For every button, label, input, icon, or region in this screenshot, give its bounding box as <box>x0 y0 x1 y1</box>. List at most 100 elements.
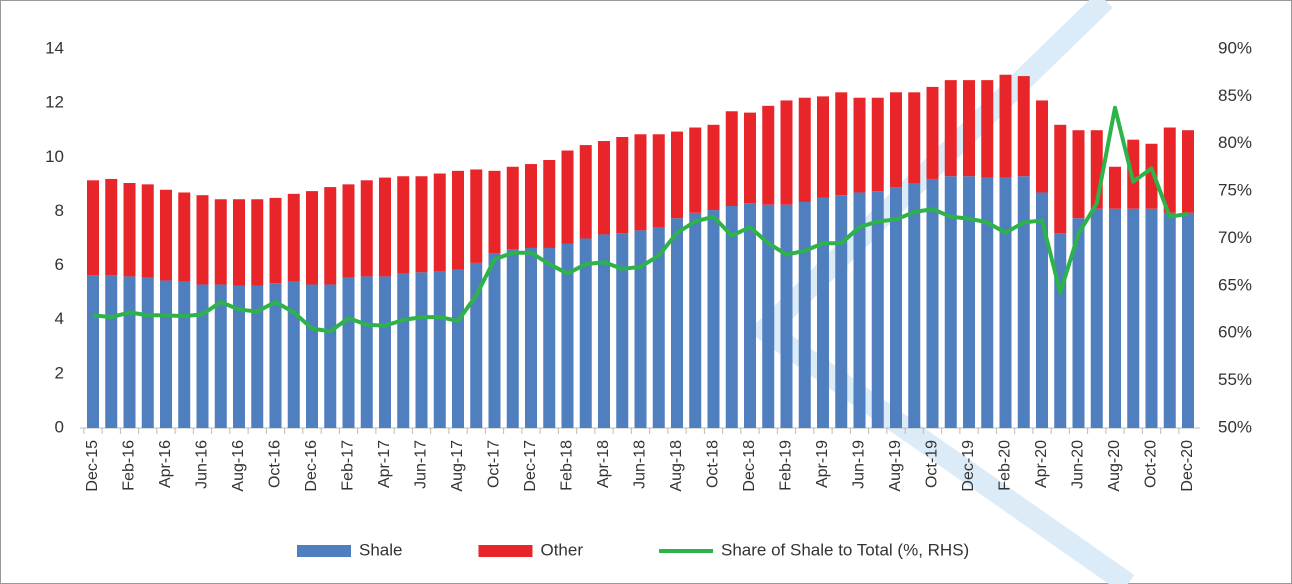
bar-segment <box>306 191 318 285</box>
bar-segment <box>287 193 300 282</box>
bar-segment <box>251 199 264 286</box>
x-tick-label: Aug-20 <box>1106 440 1123 492</box>
bar-segment <box>963 176 975 428</box>
bar-segment <box>853 97 866 193</box>
bar-segment <box>1182 212 1194 428</box>
bar-segment <box>342 277 355 428</box>
bar-segment <box>506 249 519 428</box>
bar-segment <box>287 281 300 428</box>
bar-segment <box>671 218 683 428</box>
bar-segment <box>233 199 245 286</box>
bar-segment <box>579 145 592 239</box>
bar-segment <box>689 127 702 213</box>
bar-segment <box>306 284 318 428</box>
bar-segment <box>652 227 665 428</box>
bar-segment <box>470 262 483 428</box>
bar-segment <box>634 230 647 428</box>
bar-segment <box>452 269 464 428</box>
x-tick-label: Oct-20 <box>1143 440 1160 488</box>
bar-segment <box>196 195 209 285</box>
bar-segment <box>525 164 537 248</box>
bar-segment <box>1072 218 1085 428</box>
x-tick-label: Apr-18 <box>595 440 612 488</box>
bar-segment <box>926 86 939 179</box>
bar-segment <box>1017 176 1030 428</box>
bar-segment <box>415 272 428 428</box>
bar-segment <box>1036 192 1048 428</box>
bar-segment <box>598 234 610 428</box>
bar-segment <box>999 177 1012 428</box>
bar-segment <box>817 96 829 198</box>
x-tick-label: Feb-20 <box>997 440 1014 491</box>
x-tick-label: Dec-16 <box>303 440 320 492</box>
legend-label: Other <box>540 540 583 559</box>
bar-segment <box>598 141 610 235</box>
bar-segment <box>634 134 647 231</box>
y-tick-label: 0 <box>55 417 64 436</box>
bar-segment <box>379 276 391 428</box>
y-tick-label: 6 <box>55 255 64 274</box>
bar-segment <box>214 199 227 285</box>
x-tick-label: Oct-19 <box>924 440 941 488</box>
y2-tick-label: 55% <box>1218 370 1252 389</box>
bar-segment <box>981 80 994 178</box>
x-tick-label: Oct-18 <box>705 440 722 488</box>
bar-segment <box>944 80 957 177</box>
bar-segment <box>543 247 556 428</box>
x-tick-label: Feb-17 <box>340 440 357 491</box>
x-tick-label: Dec-15 <box>84 440 101 492</box>
bar-segment <box>780 204 793 428</box>
y2-tick-label: 65% <box>1218 275 1252 294</box>
x-tick-label: Jun-19 <box>851 440 868 489</box>
bar-segment <box>488 170 501 254</box>
bar-segment <box>762 204 775 428</box>
bar-segment <box>671 131 683 219</box>
bar-segment <box>963 80 975 177</box>
bar-segment <box>233 285 245 428</box>
y-tick-label: 12 <box>45 93 64 112</box>
bar-segment <box>470 169 483 263</box>
x-tick-label: Apr-20 <box>1033 440 1050 488</box>
y-tick-label: 14 <box>45 38 64 57</box>
bar-segment <box>141 184 154 278</box>
bar-segment <box>214 284 227 428</box>
bar-segment <box>981 177 994 428</box>
bar-segment <box>269 197 282 284</box>
bar-segment <box>871 97 884 192</box>
bar-segment <box>141 277 154 428</box>
bar-segment <box>689 212 702 428</box>
bar-segment <box>178 281 191 428</box>
y2-tick-label: 90% <box>1218 38 1252 57</box>
bar-segment <box>324 187 337 285</box>
bar-segment <box>506 166 519 250</box>
y2-tick-label: 50% <box>1218 417 1252 436</box>
x-tick-label: Feb-16 <box>121 440 138 491</box>
y2-tick-label: 80% <box>1218 133 1252 152</box>
bar-segment <box>178 192 191 282</box>
y2-tick-label: 70% <box>1218 228 1252 247</box>
bar-segment <box>1182 130 1194 213</box>
bar-segment <box>561 150 574 244</box>
x-tick-label: Aug-17 <box>449 440 466 492</box>
bar-segment <box>87 180 99 276</box>
bar-segment <box>780 100 793 205</box>
bar-segment <box>762 105 775 205</box>
x-tick-label: Oct-17 <box>486 440 503 488</box>
bar-segment <box>835 195 848 428</box>
y2-tick-label: 75% <box>1218 181 1252 200</box>
bar-segment <box>798 201 811 428</box>
bar-segment <box>251 285 264 428</box>
bar-segment <box>890 187 902 428</box>
x-tick-label: Dec-19 <box>960 440 977 492</box>
bar-segment <box>123 276 136 428</box>
bar-segment <box>853 192 866 428</box>
bar-segment <box>1109 166 1121 209</box>
y2-tick-label: 60% <box>1218 323 1252 342</box>
bar-segment <box>452 170 464 270</box>
bar-segment <box>835 92 848 196</box>
x-tick-label: Apr-17 <box>376 440 393 488</box>
bar-segment <box>1109 208 1121 428</box>
bar-segment <box>360 276 373 428</box>
bar-segment <box>652 134 665 228</box>
y-tick-label: 10 <box>45 147 64 166</box>
